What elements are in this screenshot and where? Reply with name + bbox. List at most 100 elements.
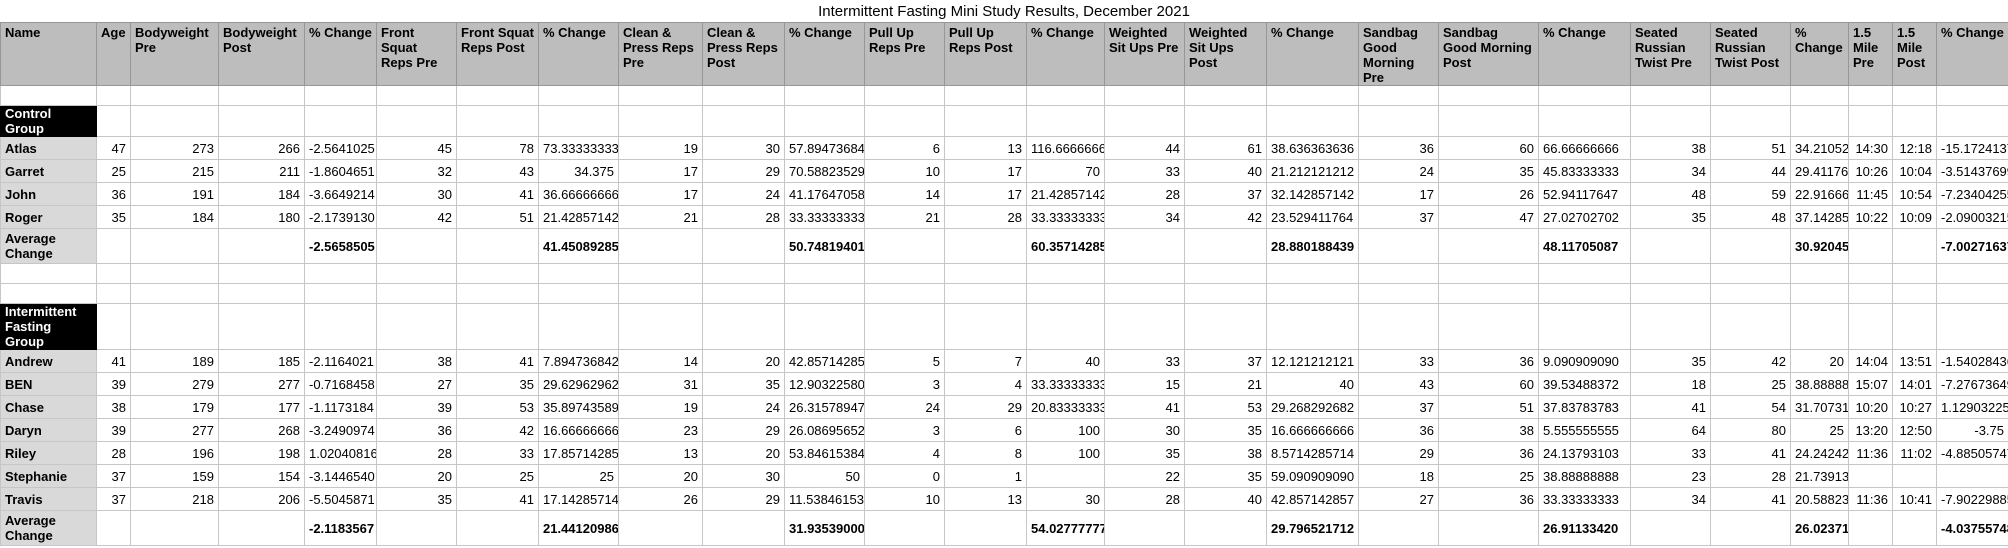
empty-cell[interactable] [1184,283,1267,304]
empty-cell[interactable] [96,283,131,304]
row-label-cell[interactable]: Andrew [0,349,97,373]
value-cell[interactable]: 21.212121212 [1266,159,1359,183]
value-cell[interactable]: 12:18 [1892,136,1937,160]
value-cell[interactable]: 30 [1104,418,1185,442]
column-header[interactable]: Weighted Sit Ups Pre [1104,22,1185,86]
value-cell[interactable]: 25 [1710,372,1791,396]
value-cell[interactable]: 17 [618,159,703,183]
value-cell[interactable]: 277 [130,418,219,442]
empty-cell[interactable] [1026,303,1105,350]
empty-cell[interactable] [96,85,131,106]
value-cell[interactable]: 10:41 [1892,487,1937,511]
empty-cell[interactable] [1936,263,2008,284]
value-cell[interactable]: 30 [702,464,785,488]
column-header[interactable]: Sandbag Good Morning Pre [1358,22,1439,86]
value-cell[interactable]: 179 [130,395,219,419]
value-cell[interactable]: 19 [618,395,703,419]
value-cell[interactable]: 36 [376,418,457,442]
empty-cell[interactable] [1266,105,1359,137]
row-label-cell[interactable]: Riley [0,441,97,465]
empty-cell[interactable] [0,263,97,284]
value-cell[interactable]: 34 [1630,487,1711,511]
empty-cell[interactable] [702,228,785,264]
value-cell[interactable]: 54.02777777 [1026,510,1105,546]
empty-cell[interactable] [1538,85,1631,106]
value-cell[interactable]: 15:07 [1848,372,1893,396]
empty-cell[interactable] [1630,85,1711,106]
value-cell[interactable]: 266 [218,136,305,160]
empty-cell[interactable] [1848,510,1893,546]
value-cell[interactable]: 18 [1630,372,1711,396]
column-header[interactable]: Clean & Press Reps Post [702,22,785,86]
value-cell[interactable]: 1.129032258 [1936,395,2008,419]
value-cell[interactable]: 41 [1710,441,1791,465]
value-cell[interactable]: 24 [864,395,945,419]
empty-cell[interactable] [864,510,945,546]
empty-cell[interactable] [376,510,457,546]
value-cell[interactable]: 34 [1104,205,1185,229]
value-cell[interactable]: 29.796521712 [1266,510,1359,546]
empty-cell[interactable] [784,263,865,284]
value-cell[interactable]: 33.33333333 [1026,205,1105,229]
value-cell[interactable]: -2.5641025 [304,136,377,160]
value-cell[interactable]: 10:54 [1892,182,1937,206]
value-cell[interactable]: 40 [1184,159,1267,183]
empty-cell[interactable] [1358,263,1439,284]
row-label-cell[interactable]: Travis [0,487,97,511]
empty-cell[interactable] [1630,263,1711,284]
value-cell[interactable]: 24 [1358,159,1439,183]
value-cell[interactable]: -4.03755748 [1936,510,2008,546]
value-cell[interactable]: 33.33333333 [1538,487,1631,511]
row-label-cell[interactable]: Daryn [0,418,97,442]
value-cell[interactable]: -1.8604651 [304,159,377,183]
value-cell[interactable]: 22.91666 [1790,182,1849,206]
empty-cell[interactable] [618,105,703,137]
value-cell[interactable]: 198 [218,441,305,465]
empty-cell[interactable] [618,510,703,546]
value-cell[interactable]: 41 [1710,487,1791,511]
empty-cell[interactable] [1358,283,1439,304]
value-cell[interactable]: -0.7168458 [304,372,377,396]
value-cell[interactable]: 31 [618,372,703,396]
empty-cell[interactable] [538,85,619,106]
empty-cell[interactable] [538,105,619,137]
value-cell[interactable]: 35 [1630,205,1711,229]
value-cell[interactable]: 36 [1438,349,1539,373]
value-cell[interactable]: 8.5714285714 [1266,441,1359,465]
value-cell[interactable]: 57.89473684 [784,136,865,160]
empty-cell[interactable] [1892,85,1937,106]
column-header[interactable]: 1.5 Mile Post [1892,22,1937,86]
value-cell[interactable]: 51 [1710,136,1791,160]
column-header[interactable]: Bodyweight Post [218,22,305,86]
value-cell[interactable]: 28 [376,441,457,465]
value-cell[interactable]: 116.6666666 [1026,136,1105,160]
value-cell[interactable]: 35 [1630,349,1711,373]
empty-cell[interactable] [1892,263,1937,284]
value-cell[interactable]: 20.58823 [1790,487,1849,511]
empty-cell[interactable] [538,263,619,284]
value-cell[interactable]: 17.14285714 [538,487,619,511]
column-header[interactable]: % Change [1790,22,1849,86]
value-cell[interactable]: 35 [1104,441,1185,465]
value-cell[interactable]: 34 [1630,159,1711,183]
empty-cell[interactable] [376,303,457,350]
empty-cell[interactable] [1438,85,1539,106]
value-cell[interactable]: 1.02040816 [304,441,377,465]
value-cell[interactable]: 40 [1266,372,1359,396]
empty-cell[interactable] [784,303,865,350]
value-cell[interactable]: 1 [944,464,1027,488]
value-cell[interactable]: 12.90322580 [784,372,865,396]
value-cell[interactable]: 53.84615384 [784,441,865,465]
value-cell[interactable]: 41 [96,349,131,373]
empty-cell[interactable] [618,85,703,106]
value-cell[interactable]: 23 [1630,464,1711,488]
empty-cell[interactable] [130,263,219,284]
value-cell[interactable]: -2.5658505 [304,228,377,264]
value-cell[interactable]: 42 [456,418,539,442]
value-cell[interactable]: 41 [1630,395,1711,419]
value-cell[interactable]: 29.62962962 [538,372,619,396]
value-cell[interactable]: 44 [1104,136,1185,160]
value-cell[interactable]: 20.83333333 [1026,395,1105,419]
empty-cell[interactable] [130,105,219,137]
value-cell[interactable]: 7 [944,349,1027,373]
